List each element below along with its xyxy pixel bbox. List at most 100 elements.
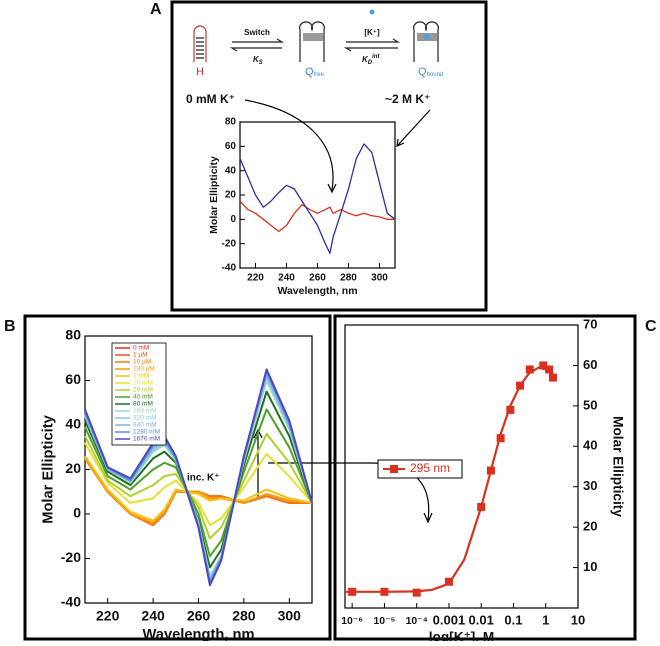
legend-label: 40 mM [133,394,153,401]
scheme-label: KS [253,55,263,65]
y-tick-label: 20 [65,460,81,476]
scheme-symbol: K [362,55,369,64]
x-tick-label: 260 [187,608,211,624]
x-tick-label: 220 [247,273,264,284]
legend-label: 1280 mM [133,429,160,436]
x-tick-label: 220 [96,608,120,624]
legend-marker [390,465,398,473]
y-axis-label: Molar Ellipticity [208,156,220,234]
state-label: Qfree [305,66,325,78]
data-point [486,466,495,475]
x-tick-label: 300 [371,273,388,284]
y-tick-label: 50 [583,397,597,412]
series-line [84,457,313,524]
data-point [548,373,557,382]
x-axis-label: Wavelength, nm [277,285,357,297]
y-tick-label: 40 [65,416,81,432]
y-tick-label: 30 [583,478,597,493]
y-tick-label: -20 [61,549,81,565]
x-tick-label: 1 [542,612,549,627]
legend-label: 320 mM [133,415,156,422]
x-tick-label: 0.001 [433,612,466,627]
x-tick-label: 0.01 [469,612,494,627]
data-point [444,577,453,586]
legend-label: 10 mM [133,380,153,387]
y-tick-label: 80 [65,327,81,343]
y-tick-label: 40 [225,165,237,176]
legend-label: 160 mM [133,408,156,415]
series-line [84,455,313,522]
scheme-icons [193,9,439,62]
y-tick-label: 0 [230,214,236,225]
series-line [84,408,313,558]
data-point [539,361,548,370]
legend-label: 80 mM [133,401,153,408]
legend-label: 1 µM [133,352,148,359]
scheme-label: Switch [244,28,270,37]
y-tick-label: 80 [225,117,237,128]
data-point [412,588,421,597]
x-axis-label: Wavelength, nm [142,627,254,641]
x-tick-label: 260 [309,273,326,284]
panel-letter: C [645,318,657,335]
x-tick-label: 10⁻⁵ [373,616,395,627]
data-point [477,502,486,511]
series-line [239,143,396,255]
data-point [496,434,505,443]
plot-frame [344,324,579,609]
panel-a-frame [170,0,488,312]
y-tick-label: 20 [583,519,597,534]
x-tick-label: 300 [278,608,302,624]
annotation: 0 mM K⁺ [186,92,235,106]
plot-frame [239,121,396,269]
state-label: Qbound [418,66,443,78]
legend-box [377,459,463,479]
y-tick-label: -40 [222,263,237,274]
legend-label: 20 mM [133,387,153,394]
data-point [348,587,357,596]
data-point [525,365,534,374]
legend-label: 100 µM [133,366,155,373]
state-label: H [196,66,204,78]
y-tick-label: 20 [225,190,237,201]
scheme-sup: int [372,54,380,60]
scheme-label: KDint [362,54,380,66]
legend-label: 295 nm [410,461,450,475]
legend-label: 840 mM [133,422,156,429]
x-tick-label: 240 [278,273,295,284]
series-line [239,200,395,233]
legend-label: 10 µM [133,359,151,366]
x-tick-label: 280 [232,608,256,624]
y-tick-label: 60 [65,371,81,387]
y-axis-label: Molar Ellipticity [40,414,56,523]
scheme-label: [K⁺] [364,28,380,37]
y-tick-label: -40 [61,594,81,610]
annotation: ~2 M K⁺ [385,92,430,106]
data-point [516,381,525,390]
x-tick-label: 10 [571,612,585,627]
fit-line [345,366,554,593]
y-tick-label: 40 [583,438,597,453]
x-tick-label: 10⁻⁴ [406,616,428,627]
y-axis-label: Molar Ellipticity [610,416,625,517]
scheme-sub: S [259,60,263,66]
state-symbol: Q [418,66,427,78]
x-tick-label: 0.1 [504,612,522,627]
scheme-symbol: K [253,55,260,64]
state-sub: free [314,72,325,78]
data-point [506,405,515,414]
x-axis-label: log[K⁺], M [429,630,495,641]
y-tick-label: 70 [583,316,597,331]
x-tick-label: 240 [141,608,165,624]
series-line [84,368,313,587]
legend-label: 1 mM [133,373,149,380]
series-line [84,442,313,527]
legend-box [111,342,167,446]
data-point [545,365,554,374]
y-tick-label: 60 [225,141,237,152]
legend-label: 0 mM [133,345,149,352]
x-tick-label: 10⁻⁶ [341,616,363,627]
annotation: inc. K⁺ [187,473,220,484]
panel-c-frame [333,314,637,641]
